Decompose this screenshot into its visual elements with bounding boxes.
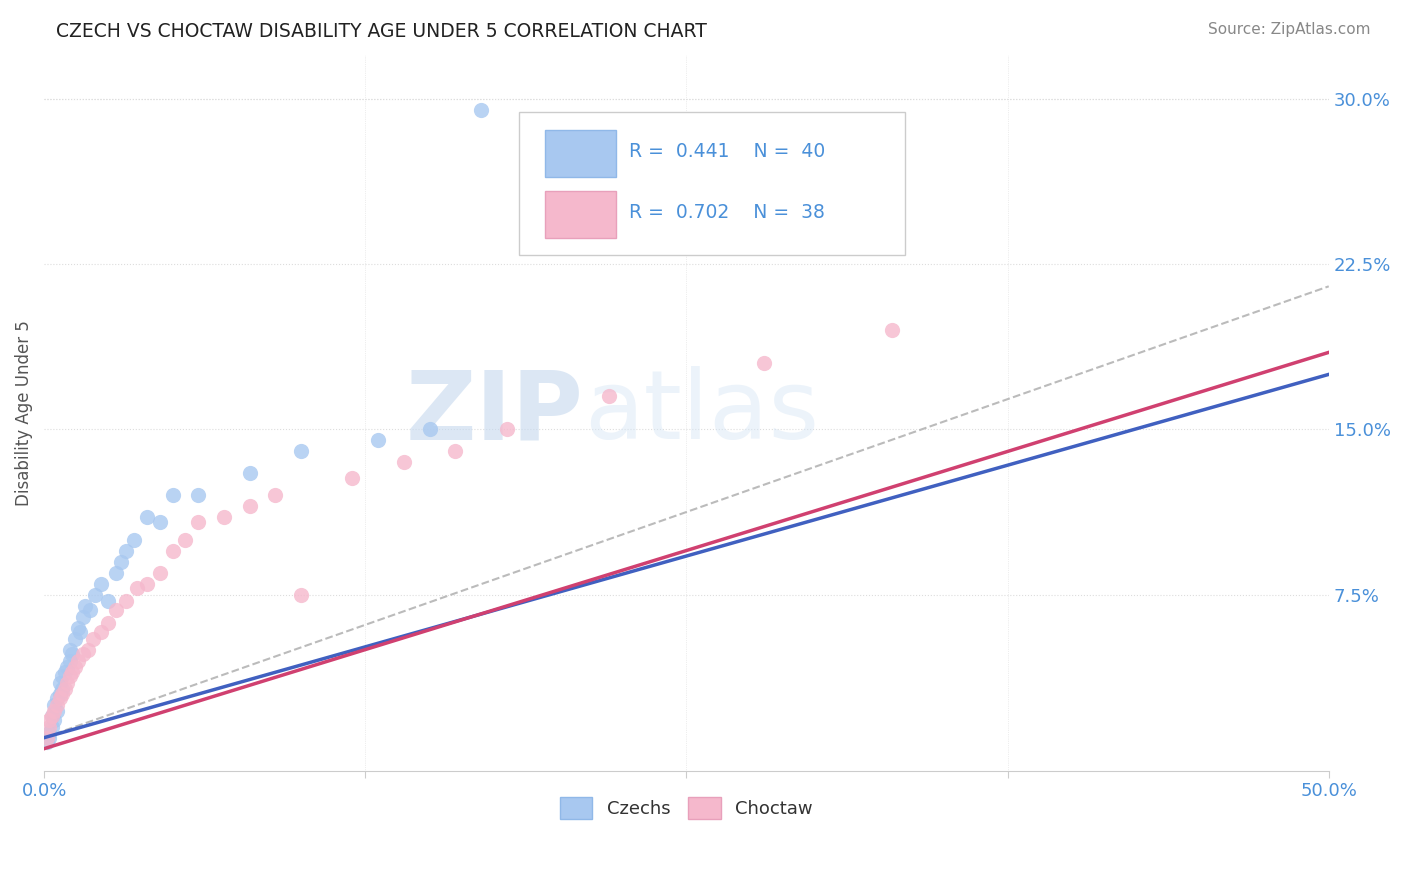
Point [66,654,89,668]
Point [69,625,91,640]
Point [125,581,148,595]
Point [82,632,104,646]
Point [38,731,60,745]
Point [66,621,89,635]
Point [187,515,209,529]
Legend: Czechs, Choctaw: Czechs, Choctaw [553,789,820,826]
Point [470,103,492,118]
Point [38,713,60,727]
Point [598,389,620,403]
Point [97,616,120,631]
Text: R =  0.441    N =  40: R = 0.441 N = 40 [628,142,825,161]
Point [63,660,86,674]
Point [752,356,775,370]
Point [162,543,184,558]
Point [149,566,172,580]
Point [135,576,157,591]
Point [79,603,101,617]
Point [51,687,73,701]
Point [239,467,262,481]
Point [90,625,112,640]
Point [53,682,76,697]
Point [48,675,70,690]
Point [162,488,184,502]
Point [35,735,58,749]
Point [392,455,415,469]
Point [56,660,79,674]
Point [59,654,82,668]
Point [495,422,517,436]
Point [38,726,60,740]
Point [56,675,79,690]
Point [48,687,70,701]
Point [51,669,73,683]
Text: Source: ZipAtlas.com: Source: ZipAtlas.com [1208,22,1371,37]
Text: atlas: atlas [583,367,818,459]
Point [44,698,66,712]
FancyBboxPatch shape [546,130,616,177]
Point [72,647,94,661]
Point [51,682,73,697]
Text: ZIP: ZIP [406,367,583,459]
Point [90,576,112,591]
Point [367,434,389,448]
Point [174,533,197,547]
Point [46,704,69,718]
Point [48,691,70,706]
Point [212,510,235,524]
Text: CZECH VS CHOCTAW DISABILITY AGE UNDER 5 CORRELATION CHART: CZECH VS CHOCTAW DISABILITY AGE UNDER 5 … [56,22,707,41]
Point [444,444,467,458]
Y-axis label: Disability Age Under 5: Disability Age Under 5 [15,320,32,506]
Point [135,510,157,524]
Point [46,698,69,712]
Point [38,720,60,734]
Point [97,594,120,608]
Point [63,632,86,646]
Point [60,665,83,679]
Point [115,594,138,608]
Point [44,704,66,718]
Point [72,609,94,624]
Point [41,708,63,723]
Point [290,588,312,602]
Point [105,566,128,580]
Point [290,444,312,458]
Point [239,500,262,514]
Point [44,713,66,727]
Point [110,555,132,569]
Point [35,731,58,745]
Point [115,543,138,558]
FancyBboxPatch shape [519,112,905,255]
FancyBboxPatch shape [546,191,616,237]
Point [46,691,69,706]
Point [105,603,128,617]
Point [59,642,82,657]
Point [187,488,209,502]
Point [53,665,76,679]
Point [418,422,440,436]
Point [41,720,63,734]
Point [41,708,63,723]
Text: R =  0.702    N =  38: R = 0.702 N = 38 [628,203,824,222]
Point [60,647,83,661]
Point [122,533,145,547]
Point [342,471,364,485]
Point [84,588,107,602]
Point [264,488,287,502]
Point [149,515,172,529]
Point [75,599,97,613]
Point [880,323,903,337]
Point [59,669,82,683]
Point [76,642,98,657]
